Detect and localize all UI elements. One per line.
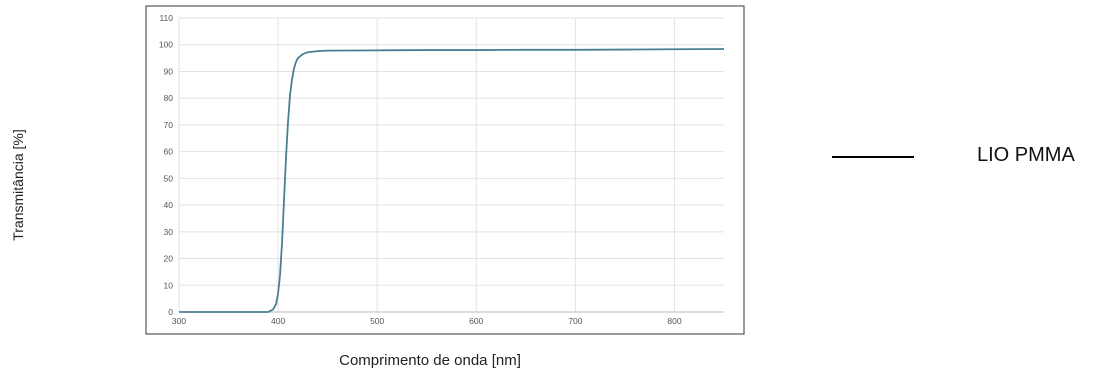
y-tick-label: 110 xyxy=(159,13,173,23)
y-tick-label: 90 xyxy=(164,66,174,76)
y-tick-label: 60 xyxy=(164,147,174,157)
y-tick-label: 40 xyxy=(164,200,174,210)
x-tick-label: 500 xyxy=(370,316,384,326)
y-tick-label: 70 xyxy=(164,120,174,130)
legend-line xyxy=(832,156,914,158)
y-tick-label: 30 xyxy=(164,227,174,237)
chart-frame xyxy=(145,5,745,335)
x-tick-label: 800 xyxy=(667,316,681,326)
legend: LIO PMMA xyxy=(832,144,1106,172)
x-tick-label: 300 xyxy=(172,316,186,326)
x-tick-label: 700 xyxy=(568,316,582,326)
y-tick-label: 50 xyxy=(164,173,174,183)
y-tick-label: 80 xyxy=(164,93,174,103)
x-axis-label: Comprimento de onda [nm] xyxy=(339,352,521,369)
series-layer xyxy=(179,48,725,313)
series-line-lio-pmma xyxy=(179,48,725,313)
y-tick-label: 10 xyxy=(164,280,174,290)
legend-label: LIO PMMA xyxy=(977,144,1075,166)
y-axis-label-container: Transmitância [%] xyxy=(0,60,36,310)
y-tick-label: 100 xyxy=(159,40,173,50)
y-axis-label: Transmitância [%] xyxy=(10,129,27,241)
y-tick-label: 0 xyxy=(168,307,173,317)
x-tick-label: 600 xyxy=(469,316,483,326)
grid xyxy=(178,17,724,313)
y-tick-label: 20 xyxy=(164,254,174,264)
x-tick-label: 400 xyxy=(271,316,285,326)
tick-labels: 0 10 20 30 40 50 60 70 80 90 100 110 300 400 500 600 700… xyxy=(159,13,682,326)
